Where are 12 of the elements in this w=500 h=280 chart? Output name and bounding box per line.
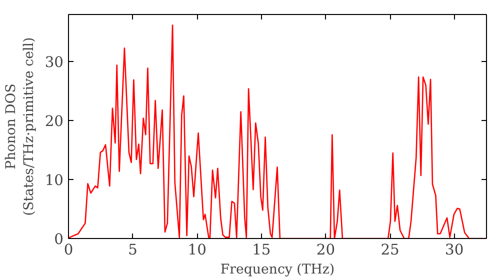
x-tick-label: 30	[445, 242, 464, 258]
x-tick-label: 5	[128, 242, 138, 258]
y-tick-label: 30	[44, 54, 64, 72]
x-tick-label: 10	[188, 242, 206, 258]
x-tick-label: 20	[316, 242, 336, 258]
y-tick-label: 10	[44, 172, 64, 190]
x-axis-title: Frequency (THz)	[220, 262, 335, 278]
x-tick-label: 15	[252, 242, 271, 258]
y-tick-label: 20	[44, 113, 64, 130]
y-tick-label: 0	[54, 231, 64, 248]
y-axis-title: Phonon DOS (States/THz·primitive cell)	[4, 37, 37, 216]
x-tick-label: 25	[380, 242, 400, 258]
